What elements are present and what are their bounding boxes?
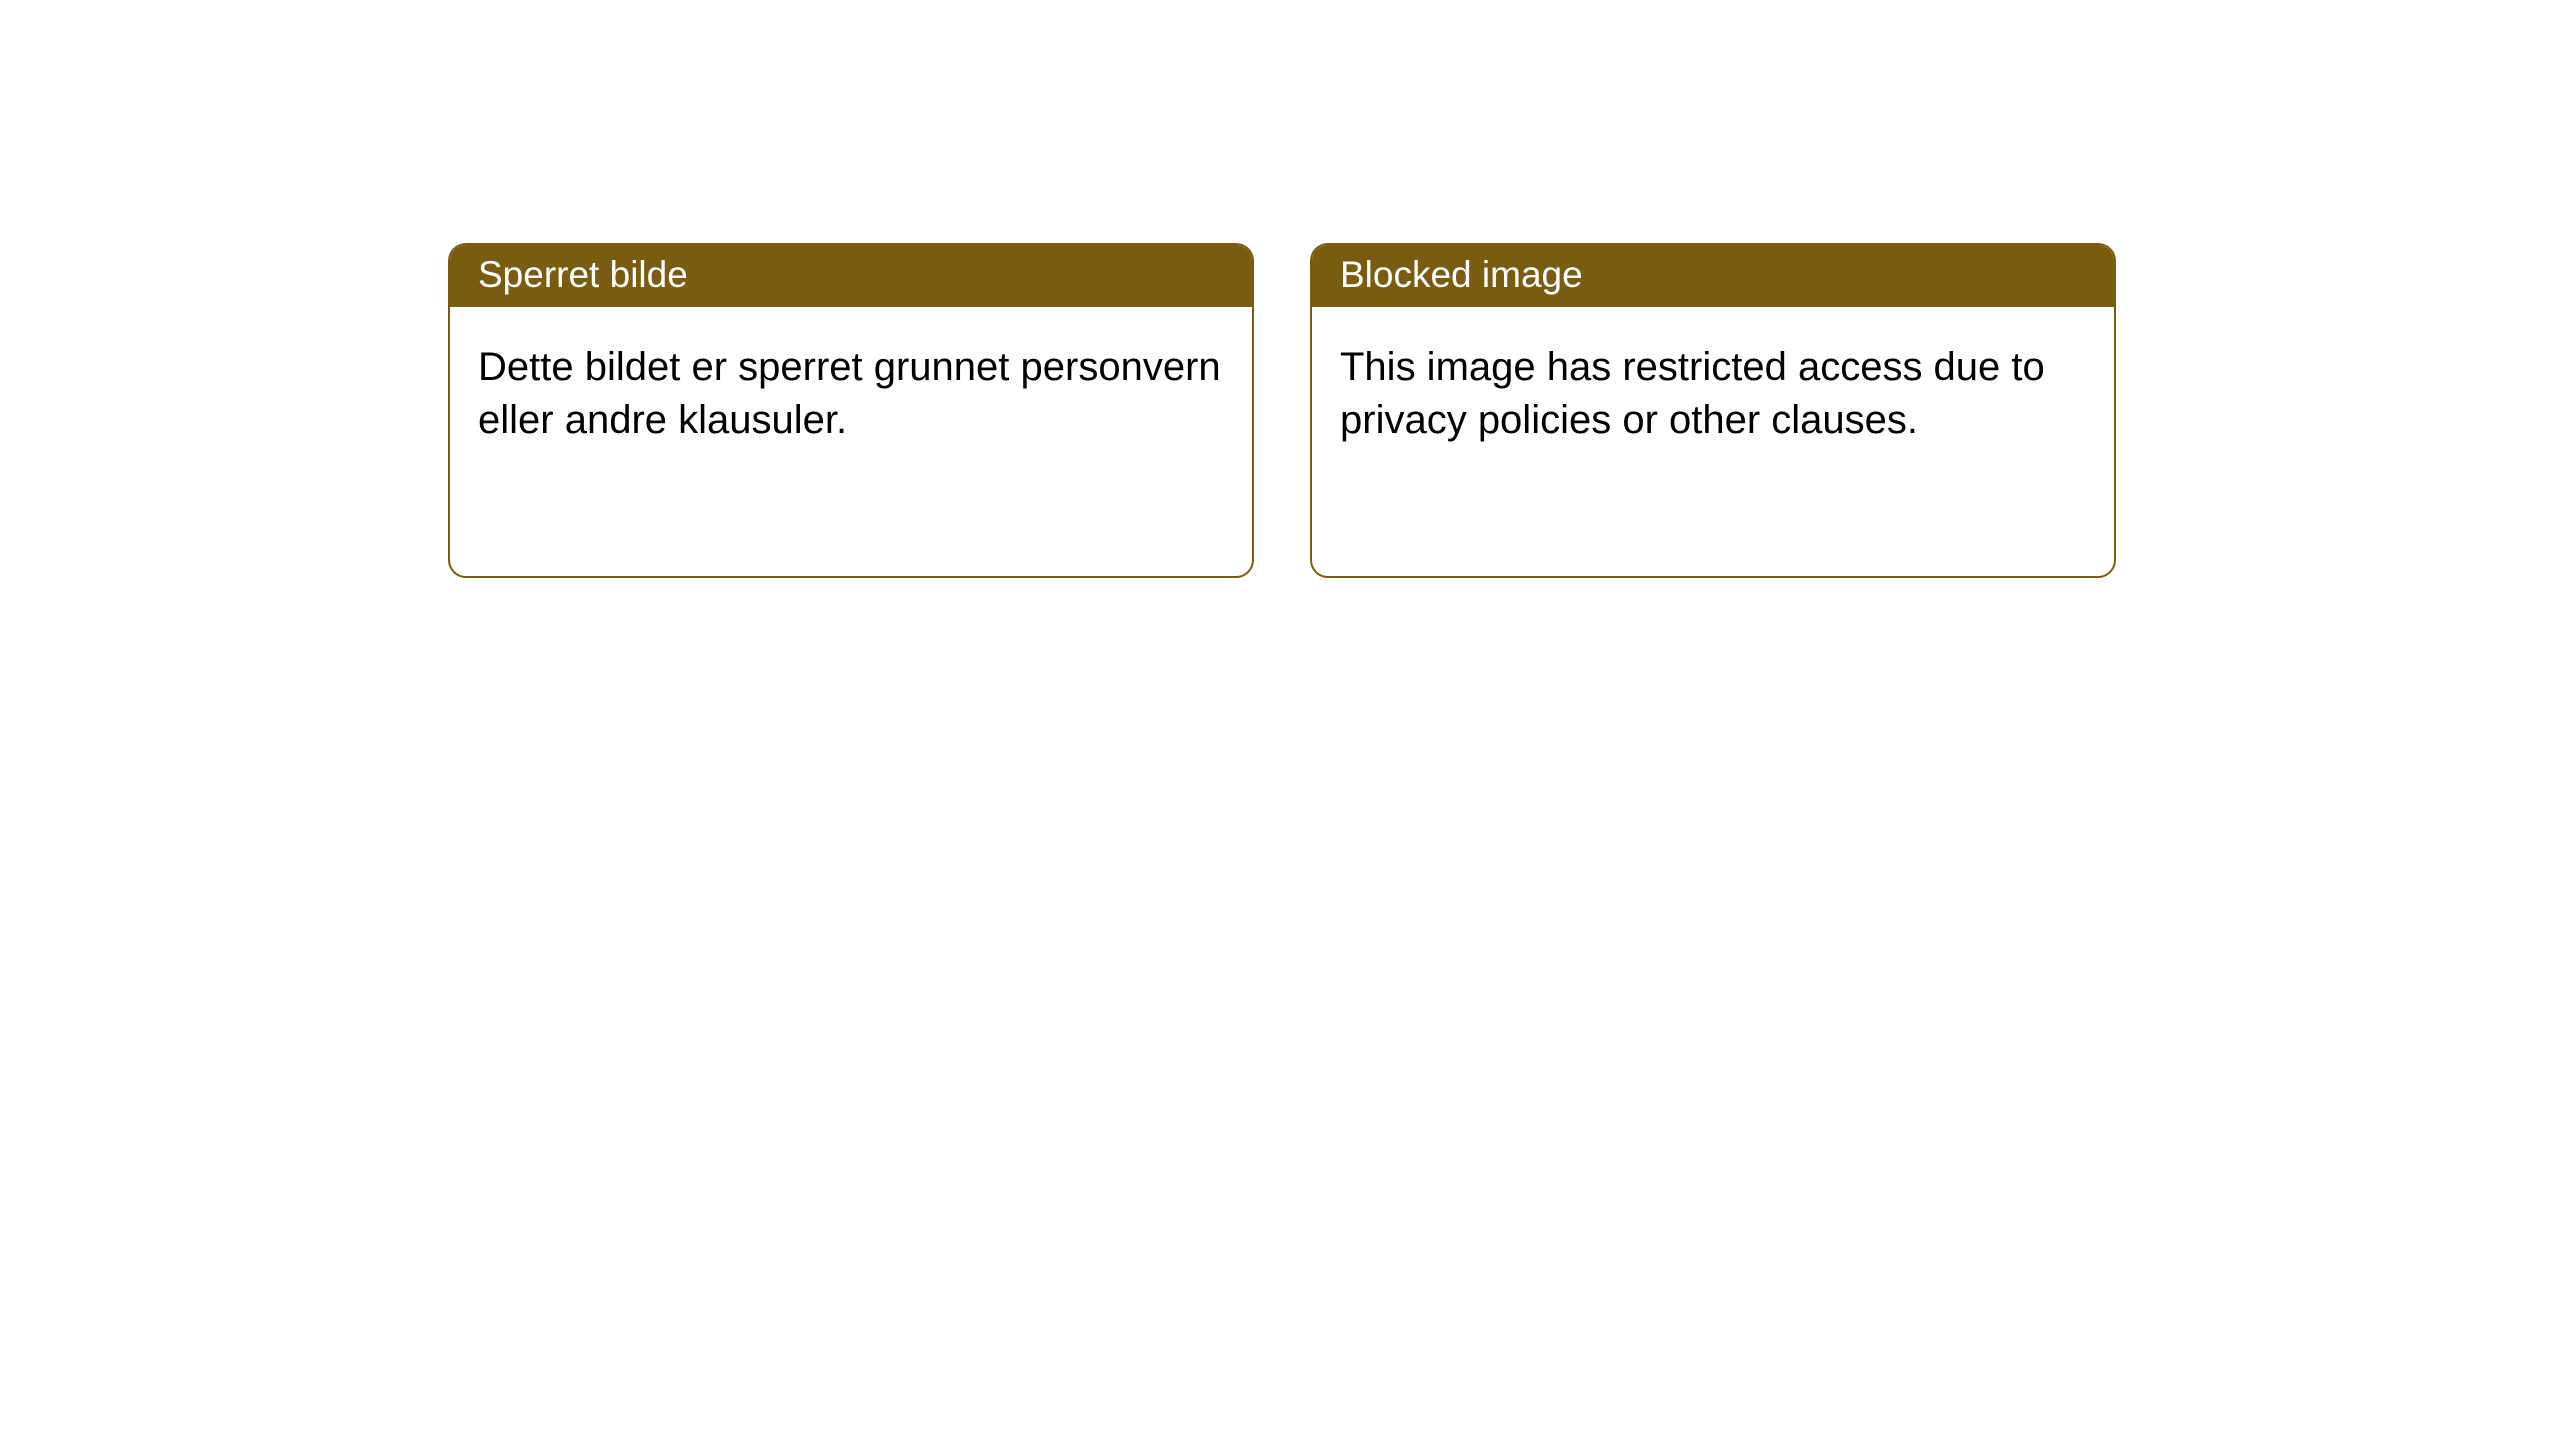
notice-title-norwegian: Sperret bilde [450, 245, 1252, 307]
notice-card-english: Blocked image This image has restricted … [1310, 243, 2116, 578]
notice-body-norwegian: Dette bildet er sperret grunnet personve… [450, 307, 1252, 475]
notice-title-english: Blocked image [1312, 245, 2114, 307]
notice-container: Sperret bilde Dette bildet er sperret gr… [0, 0, 2560, 578]
notice-card-norwegian: Sperret bilde Dette bildet er sperret gr… [448, 243, 1254, 578]
notice-body-english: This image has restricted access due to … [1312, 307, 2114, 475]
